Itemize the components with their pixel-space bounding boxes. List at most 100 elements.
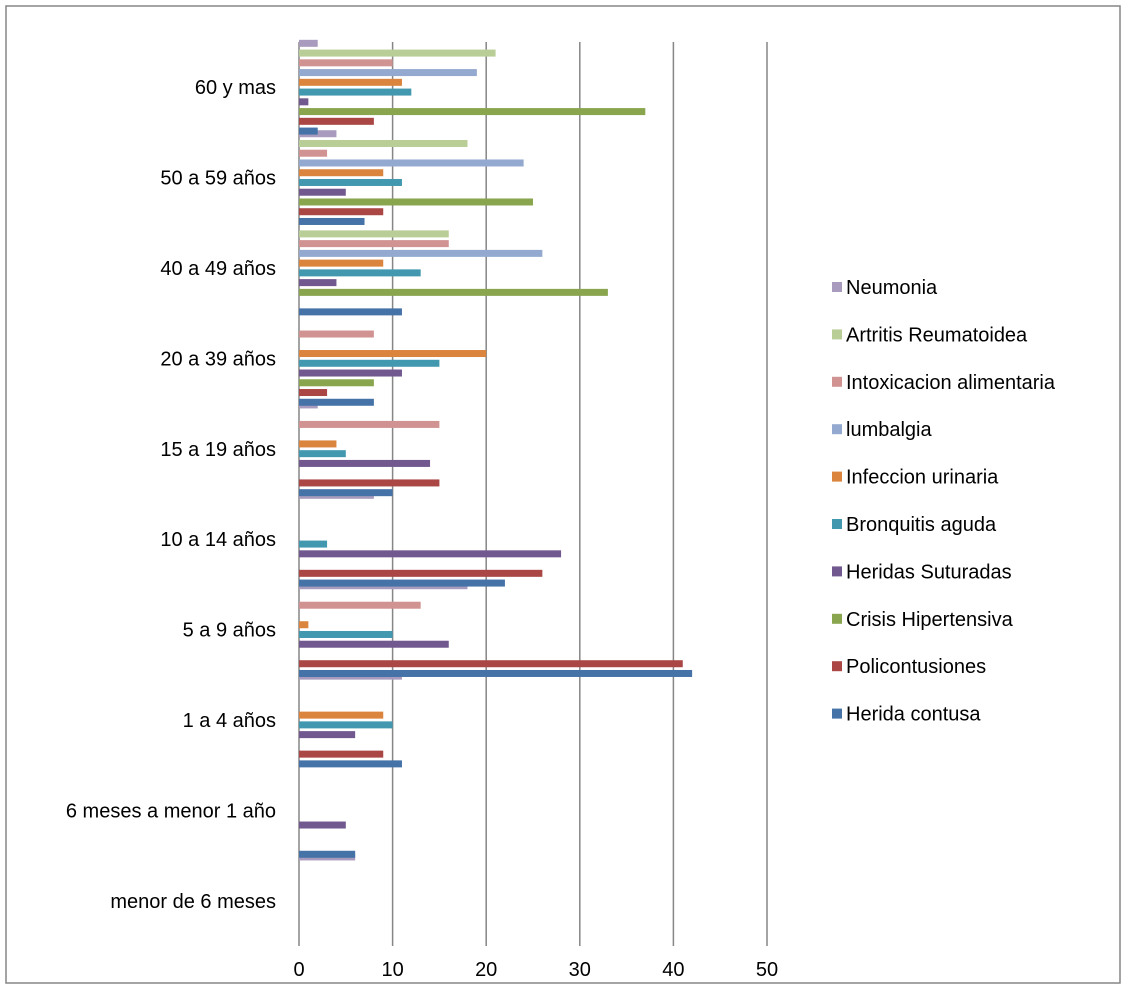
bar-bronquitis-aguda-5-a-9-anos [299,630,393,638]
bar-infeccion-urinaria-5-a-9-anos [299,621,309,629]
legend-label: lumbalgia [846,419,932,441]
category-label: 1 a 4 años [183,710,276,732]
legend-item-lumbalgia: lumbalgia [832,419,932,441]
bar-herida-contusa-1-a-4-anos [299,760,402,768]
bar-herida-contusa-40-a-49-anos [299,308,402,316]
bar-bronquitis-aguda-10-a-14-anos [299,540,328,548]
legend-label: Artritis Reumatoidea [846,324,1028,346]
category-label: 10 a 14 años [160,529,276,551]
legend-swatch [832,613,842,624]
legend-swatch [832,519,842,529]
bar-artritis-reumatoidea-40-a-49-anos [299,230,449,238]
category-label: menor de 6 meses [110,891,276,913]
legend-swatch [832,376,842,387]
legend-swatch [832,566,842,577]
bar-heridas-suturadas-50-a-59-anos [299,188,346,196]
bar-herida-contusa-6-meses-a-menor-1-ano [299,850,356,858]
legend-label: Heridas Suturadas [846,561,1012,583]
gridlines [298,42,768,946]
bar-intoxicacion-alimentaria-40-a-49-anos [299,240,449,248]
bar-lumbalgia-40-a-49-anos [299,249,543,257]
category-label: 15 a 19 años [160,439,276,461]
legend-label: Infeccion urinaria [846,467,999,489]
legend-swatch [832,424,842,435]
bar-herida-contusa-10-a-14-anos [299,579,505,587]
bar-policontusiones-15-a-19-anos [299,479,440,487]
legend-label: Policontusiones [846,656,986,678]
bar-infeccion-urinaria-20-a-39-anos [299,350,487,358]
bar-artritis-reumatoidea-50-a-59-anos [299,139,468,147]
bar-intoxicacion-alimentaria-15-a-19-anos [299,420,440,428]
bar-policontusiones-60-y-mas [299,117,374,125]
bars [299,39,693,861]
bar-policontusiones-10-a-14-anos [299,569,543,577]
bar-intoxicacion-alimentaria-5-a-9-anos [299,601,421,609]
bar-policontusiones-20-a-39-anos [299,389,328,397]
legend-swatch [832,471,842,482]
legend-label: Herida contusa [846,704,981,726]
x-tick-label: 40 [662,959,684,981]
bar-heridas-suturadas-40-a-49-anos [299,279,337,287]
bar-heridas-suturadas-20-a-39-anos [299,369,402,377]
legend-item-intoxicacion-alimentaria: Intoxicacion alimentaria [832,372,1056,394]
bar-crisis-hipertensiva-60-y-mas [299,108,646,116]
legend-item-neumonia: Neumonia [832,277,938,299]
bar-policontusiones-50-a-59-anos [299,208,384,216]
bar-intoxicacion-alimentaria-60-y-mas [299,59,393,67]
bar-heridas-suturadas-6-meses-a-menor-1-ano [299,821,346,829]
legend-label: Bronquitis aguda [846,514,997,536]
bar-lumbalgia-60-y-mas [299,69,477,77]
bar-herida-contusa-5-a-9-anos [299,669,693,677]
bar-infeccion-urinaria-40-a-49-anos [299,259,384,267]
category-label: 40 a 49 años [160,258,276,280]
chart-border [5,5,1121,984]
x-axis-ticks: 0 10 20 30 40 50 [293,959,778,981]
legend-item-bronquitis-aguda: Bronquitis aguda [832,514,997,536]
bar-herida-contusa-60-y-mas [299,127,318,135]
bar-bronquitis-aguda-60-y-mas [299,88,412,96]
legend-item-infeccion-urinaria: Infeccion urinaria [832,467,999,489]
bar-herida-contusa-50-a-59-anos [299,217,365,225]
x-tick-label: 20 [475,959,497,981]
bar-bronquitis-aguda-50-a-59-anos [299,178,402,186]
bar-infeccion-urinaria-15-a-19-anos [299,440,337,448]
legend-item-policontusiones: Policontusiones [832,656,986,678]
bar-heridas-suturadas-5-a-9-anos [299,640,449,648]
category-label: 60 y mas [195,77,276,99]
legend-item-artritis-reumatoidea: Artritis Reumatoidea [832,324,1028,346]
legend: Neumonia Artritis Reumatoidea Intoxicacion… [832,277,1056,726]
bar-crisis-hipertensiva-40-a-49-anos [299,288,608,296]
bar-heridas-suturadas-60-y-mas [299,98,309,106]
bar-bronquitis-aguda-20-a-39-anos [299,359,440,367]
legend-swatch [832,282,842,292]
category-label: 20 a 39 años [160,348,276,370]
bar-infeccion-urinaria-1-a-4-anos [299,711,384,719]
legend-item-heridas-suturadas: Heridas Suturadas [832,561,1012,583]
bar-intoxicacion-alimentaria-50-a-59-anos [299,149,328,157]
legend-item-crisis-hipertensiva: Crisis Hipertensiva [832,609,1014,631]
legend-label: Intoxicacion alimentaria [846,372,1056,394]
bar-herida-contusa-15-a-19-anos [299,489,393,497]
legend-label: Crisis Hipertensiva [846,609,1014,631]
bar-artritis-reumatoidea-60-y-mas [299,49,496,57]
bar-policontusiones-5-a-9-anos [299,660,683,668]
bar-heridas-suturadas-10-a-14-anos [299,550,562,558]
bar-herida-contusa-20-a-39-anos [299,398,374,406]
bar-bronquitis-aguda-1-a-4-anos [299,721,393,729]
bar-intoxicacion-alimentaria-20-a-39-anos [299,330,374,338]
legend-swatch [832,661,842,672]
x-tick-label: 30 [569,959,591,981]
bar-heridas-suturadas-15-a-19-anos [299,459,431,467]
bar-infeccion-urinaria-50-a-59-anos [299,169,384,177]
category-labels: menor de 6 meses 6 meses a menor 1 año 1 a… [66,77,276,913]
bar-neumonia-60-y-mas [299,39,318,47]
bar-infeccion-urinaria-60-y-mas [299,78,402,86]
bar-crisis-hipertensiva-20-a-39-anos [299,379,374,387]
x-tick-label: 0 [293,959,304,981]
legend-swatch [832,708,842,719]
category-label: 5 a 9 años [183,620,276,642]
legend-label: Neumonia [846,277,938,299]
bar-lumbalgia-50-a-59-anos [299,159,524,167]
